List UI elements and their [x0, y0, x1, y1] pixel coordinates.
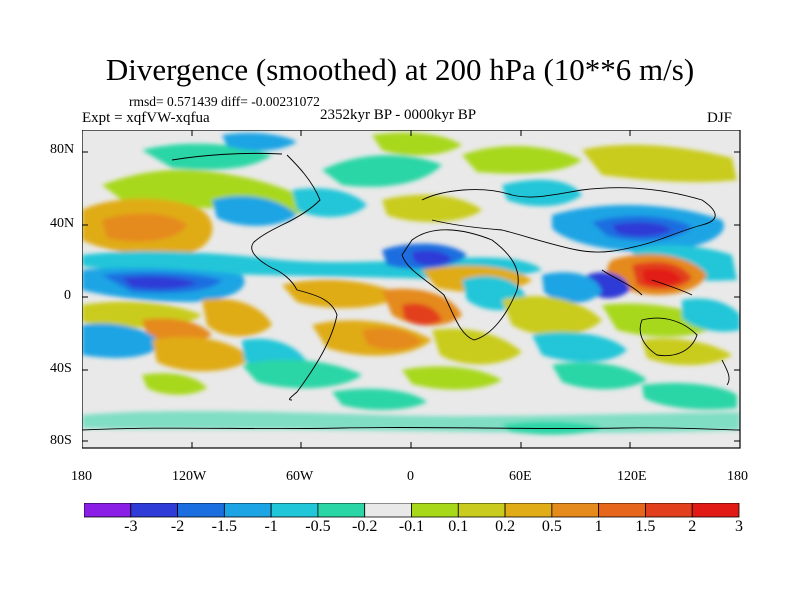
coastline-antarctica	[82, 426, 740, 431]
contour-negative	[612, 222, 672, 237]
coastline-africa	[401, 229, 519, 341]
colorbar-label: 2	[688, 518, 697, 535]
x-tick-120w: 120W	[172, 469, 207, 484]
contour-positive	[432, 328, 522, 365]
colorbar-box	[691, 503, 740, 518]
contour-positive	[142, 318, 212, 343]
y-tick-80n: 80N	[50, 142, 75, 157]
y-tick-40s: 40S	[50, 361, 72, 376]
colorbar-label: 1	[594, 518, 603, 535]
contour-negative	[532, 332, 627, 362]
contour-positive	[202, 298, 272, 337]
contour-negative	[552, 362, 647, 390]
colorbar-label: -3	[124, 518, 138, 535]
axis-ticks	[82, 130, 740, 448]
colorbar-label: 3	[735, 518, 743, 535]
contour-positive	[402, 366, 502, 390]
x-tick-180e: 180	[727, 469, 748, 484]
colorbar-box	[598, 503, 646, 518]
contour-negative	[82, 323, 162, 358]
stats-label: rmsd= 0.571439 diff= -0.00231072	[129, 94, 320, 109]
contour-negative	[322, 155, 442, 187]
experiment-label: Expt = xqfVW-xqfua	[82, 110, 210, 126]
contour-positive	[382, 194, 482, 222]
colorbar-label: 0.2	[495, 518, 516, 535]
contour-positive	[142, 373, 207, 395]
contour-negative	[122, 276, 197, 289]
contour-negative	[142, 143, 272, 170]
x-tick-60e: 60E	[509, 469, 532, 484]
contour-negative	[222, 132, 297, 151]
y-tick-80s: 80S	[50, 433, 72, 448]
colorbar-label: 0.1	[448, 518, 469, 535]
x-tick-120e: 120E	[617, 469, 647, 484]
contour-negative	[412, 250, 452, 266]
y-tick-40n: 40N	[50, 216, 75, 231]
contour-positive	[402, 303, 442, 326]
contour-positive	[282, 279, 402, 309]
colorbar-label: 1.5	[635, 518, 656, 535]
colorbar-label: -1.5	[211, 518, 237, 535]
coastlines	[82, 152, 740, 431]
divergence-map	[82, 130, 741, 449]
contour-positive	[152, 336, 252, 372]
colorbar-label: -0.5	[305, 518, 331, 535]
x-tick-180w: 180	[71, 469, 92, 484]
contour-negative	[212, 195, 297, 226]
contour-fill-layer	[82, 132, 740, 435]
colorbar-box	[177, 503, 225, 518]
colorbar-label: -2	[170, 518, 185, 535]
colorbar-box	[364, 503, 412, 518]
coastline-eurasia	[421, 187, 716, 253]
coastline-south-america	[289, 289, 338, 401]
x-tick-60w: 60W	[286, 469, 314, 484]
colorbar-box	[411, 503, 459, 518]
contour-negative	[642, 383, 737, 410]
colorbar-label: -1	[264, 518, 278, 535]
map-plot-area	[82, 130, 740, 448]
colorbar-box	[130, 503, 178, 518]
colorbar-box	[457, 503, 506, 518]
contour-positive	[502, 296, 602, 336]
colorbar-box	[223, 503, 272, 518]
plot-title: Divergence (smoothed) at 200 hPa (10**6 …	[105, 52, 695, 87]
colorbar-label: -0.1	[398, 518, 425, 535]
contour-negative	[502, 179, 582, 207]
coastline-north-america	[251, 154, 321, 291]
contour-negative	[332, 388, 427, 410]
contour-positive	[582, 144, 737, 183]
colorbar	[84, 503, 740, 518]
colorbar-box	[551, 503, 600, 518]
colorbar-box	[504, 503, 553, 518]
y-tick-0: 0	[64, 288, 71, 303]
contour-positive	[372, 132, 462, 156]
season-label: DJF	[707, 110, 733, 126]
colorbar-box	[645, 503, 693, 518]
colorbar-box	[270, 503, 319, 518]
contour-positive	[642, 268, 682, 286]
contour-negative	[682, 298, 740, 332]
contour-negative	[542, 272, 602, 303]
colorbar-label: 0.5	[541, 518, 562, 535]
colorbar-box	[317, 503, 366, 518]
contour-positive	[462, 145, 582, 174]
coastline-new-zealand	[721, 359, 730, 386]
coastline-australia	[639, 317, 698, 357]
coastline-maritime	[601, 269, 693, 296]
coastline-arctic-canada	[171, 152, 283, 161]
colorbar-box	[84, 503, 132, 518]
contour-positive	[362, 328, 422, 350]
x-tick-0: 0	[407, 469, 414, 484]
period-label: 2352kyr BP - 0000kyr BP	[320, 107, 477, 123]
contour-negative	[242, 359, 362, 389]
contour-positive	[642, 338, 732, 366]
colorbar-label: -0.2	[352, 518, 378, 535]
contour-negative	[292, 188, 367, 217]
contour-positive	[102, 213, 187, 242]
